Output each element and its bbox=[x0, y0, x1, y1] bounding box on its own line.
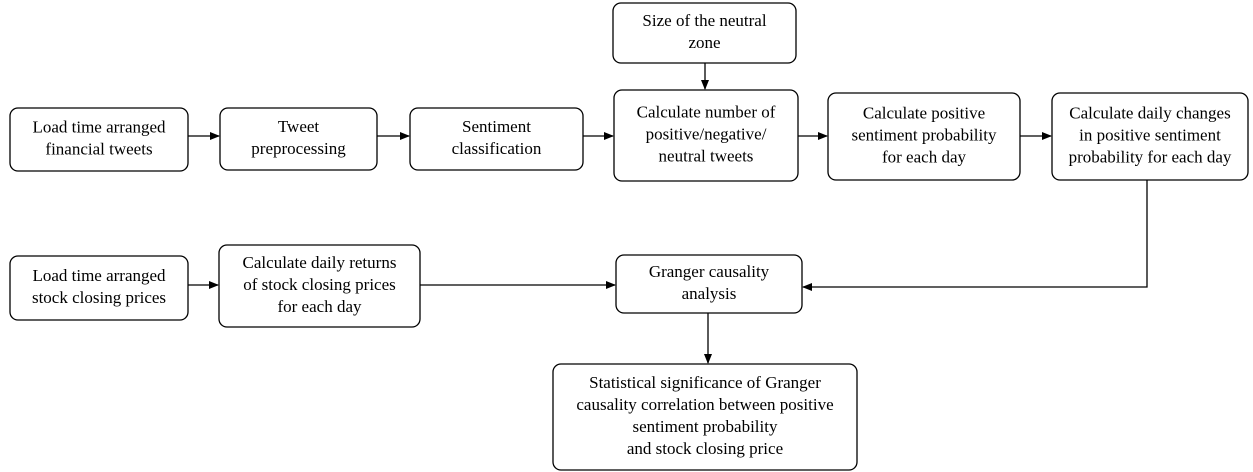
node-label: probability for each day bbox=[1069, 147, 1232, 166]
node-box bbox=[615, 254, 803, 314]
node-label: Calculate daily changes bbox=[1069, 103, 1230, 122]
node-label: sentiment probability bbox=[633, 417, 778, 436]
node-label: sentiment probability bbox=[852, 125, 997, 144]
node-label: classification bbox=[452, 139, 542, 158]
node-label: in positive sentiment bbox=[1079, 125, 1221, 144]
node-label: of stock closing prices bbox=[243, 275, 396, 294]
node-box bbox=[827, 92, 1021, 181]
node-box bbox=[9, 107, 189, 172]
node-label: stock closing prices bbox=[32, 288, 166, 307]
nodes: Load time arranged financial tweets Tweet p… bbox=[9, 2, 1249, 471]
node-label: causality correlation between positive bbox=[576, 395, 833, 414]
node-box bbox=[218, 244, 421, 328]
node-box bbox=[219, 107, 378, 171]
arrows bbox=[188, 63, 1148, 364]
node-label: preprocessing bbox=[251, 139, 346, 158]
node-label: Calculate positive bbox=[863, 103, 985, 122]
node-box bbox=[612, 2, 797, 64]
node-label: Load time arranged bbox=[32, 117, 166, 136]
node-box bbox=[9, 255, 189, 321]
node-label: Calculate number of bbox=[637, 102, 776, 121]
node-label: neutral tweets bbox=[659, 146, 754, 165]
node-label: positive/negative/ bbox=[646, 124, 767, 143]
node-box bbox=[552, 363, 858, 471]
node-box bbox=[1051, 92, 1249, 181]
node-label: analysis bbox=[682, 284, 737, 303]
node-label: Tweet bbox=[278, 117, 320, 136]
node-label: Calculate daily returns bbox=[243, 253, 397, 272]
node-label: financial tweets bbox=[45, 139, 152, 158]
arrow bbox=[802, 180, 1148, 291]
node-box bbox=[613, 89, 799, 182]
node-label: Statistical significance of Granger bbox=[589, 373, 821, 392]
node-box bbox=[409, 107, 584, 171]
node-label: Size of the neutral bbox=[642, 11, 766, 30]
node-label: and stock closing price bbox=[627, 439, 783, 458]
node-label: Granger causality bbox=[649, 262, 770, 281]
node-label: zone bbox=[688, 33, 720, 52]
node-label: for each day bbox=[882, 147, 967, 166]
node-label: Sentiment bbox=[462, 117, 531, 136]
node-label: Load time arranged bbox=[32, 266, 166, 285]
node-label: for each day bbox=[277, 297, 362, 316]
